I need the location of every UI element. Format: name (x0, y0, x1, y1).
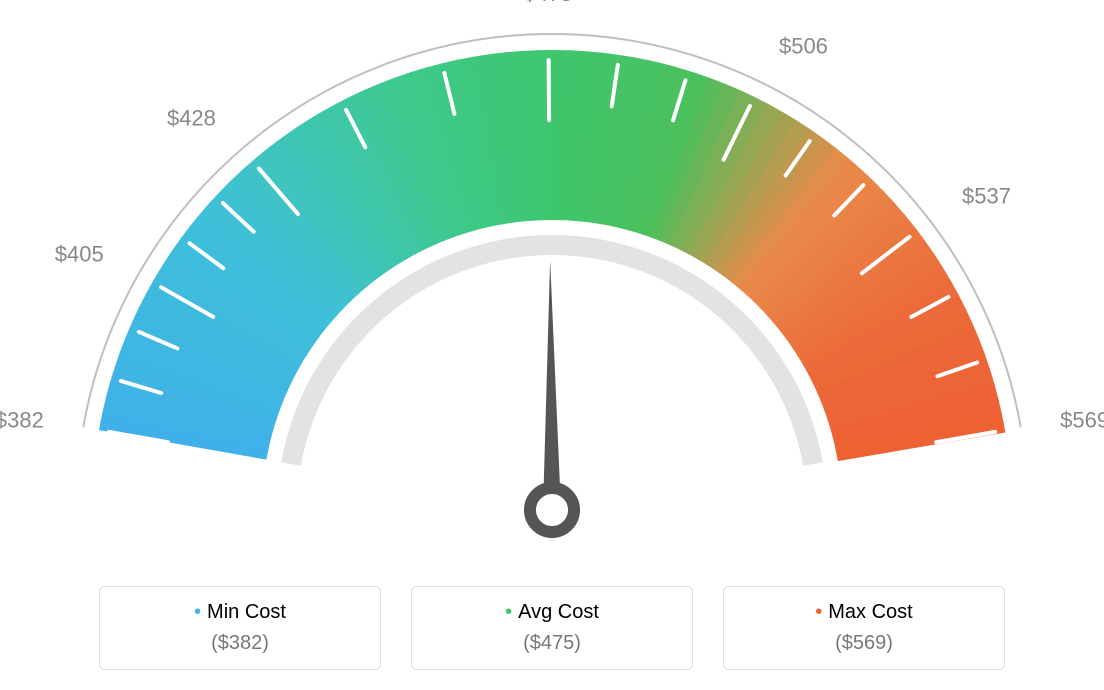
legend-avg-label: Avg Cost (518, 601, 599, 623)
svg-text:$569: $569 (1060, 407, 1104, 432)
svg-text:$405: $405 (55, 242, 104, 267)
legend-max-value: ($569) (744, 632, 984, 655)
svg-text:$428: $428 (167, 105, 216, 130)
legend-avg-cost: • Avg Cost ($475) (411, 586, 693, 670)
legend-min-value: ($382) (120, 632, 360, 655)
svg-text:$537: $537 (962, 184, 1011, 209)
chart-container: $382 $405 $428 $475 $506 $537 $569 • Min Cost (… (0, 0, 1104, 690)
bullet-min-icon: • (194, 601, 201, 623)
legend-avg-title: • Avg Cost (432, 601, 672, 624)
svg-text:$475: $475 (524, 0, 573, 6)
legend-max-cost: • Max Cost ($569) (723, 586, 1005, 670)
legend-min-label: Min Cost (207, 601, 286, 623)
legend-avg-value: ($475) (432, 632, 672, 655)
bullet-max-icon: • (815, 601, 822, 623)
gauge-svg: $382 $405 $428 $475 $506 $537 $569 (0, 0, 1104, 560)
legend-max-title: • Max Cost (744, 601, 984, 624)
svg-text:$382: $382 (0, 407, 44, 432)
legend-area: • Min Cost ($382) • Avg Cost ($475) • Max C… (0, 586, 1104, 670)
bullet-avg-icon: • (505, 601, 512, 623)
legend-min-cost: • Min Cost ($382) (99, 586, 381, 670)
legend-min-title: • Min Cost (120, 601, 360, 624)
legend-max-label: Max Cost (828, 601, 912, 623)
gauge-area: $382 $405 $428 $475 $506 $537 $569 (0, 0, 1104, 560)
svg-text:$506: $506 (779, 34, 828, 59)
